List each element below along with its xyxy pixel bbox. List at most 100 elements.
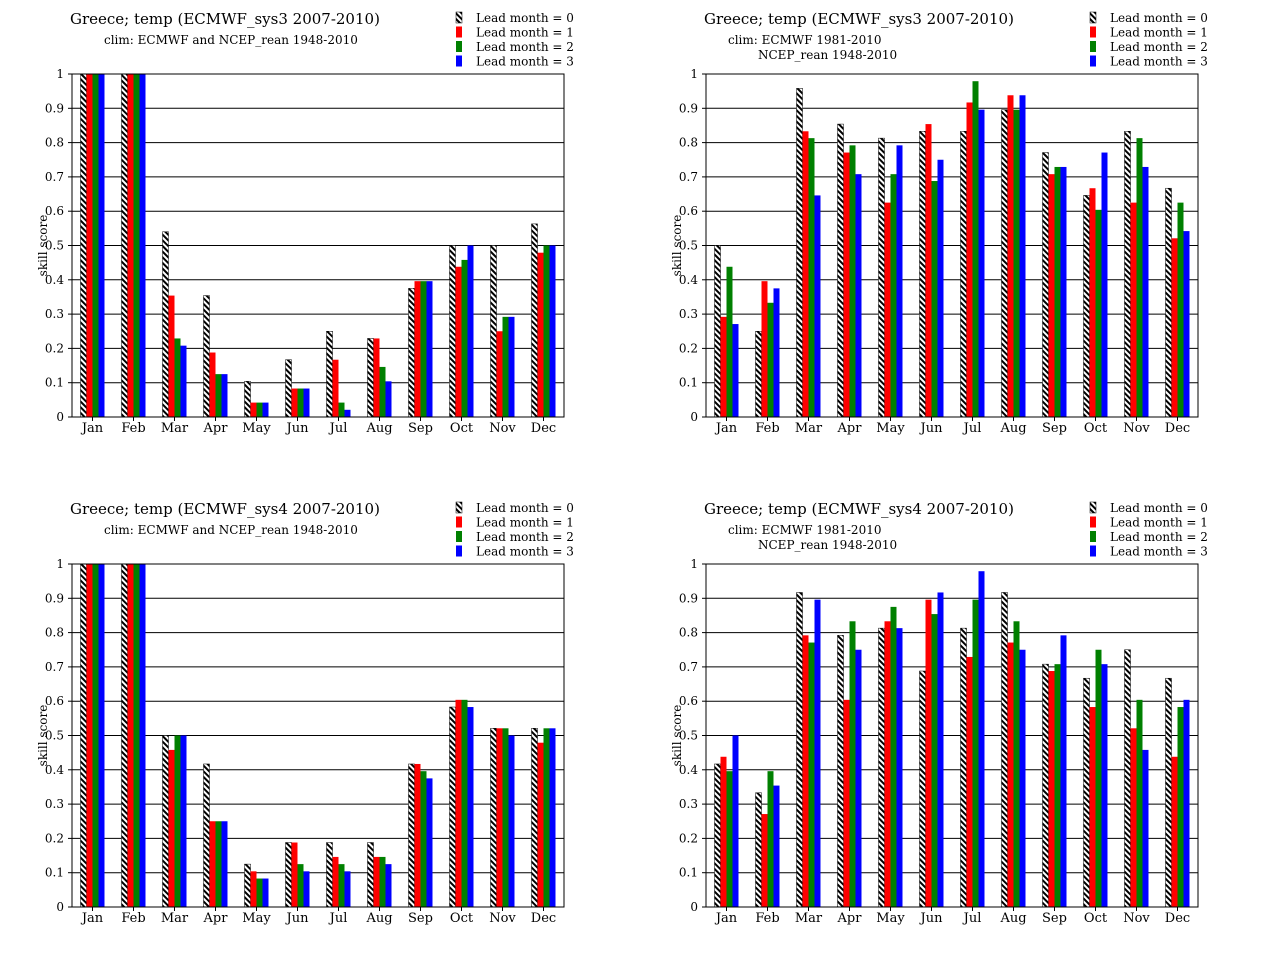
chart-title: Greece; temp (ECMWF_sys4 2007-2010) (70, 500, 380, 518)
y-tick-label: 0.1 (679, 376, 698, 390)
bar-lead2-sep (1054, 664, 1061, 907)
bar-lead2-jun (297, 864, 304, 907)
bar-lead0-jul (960, 627, 967, 908)
bar-lead2-jan (92, 564, 99, 907)
chart-svg: 0 0.1 0.2 0.3 0.4 0.5 0.6 0.7 0.8 0.9 1 Jan Feb Mar Ap… (36, 500, 574, 926)
x-tick-label: Feb (121, 911, 145, 926)
bar-lead1-jul (966, 656, 973, 907)
bar-lead0-jan (714, 245, 721, 418)
bar-lead2-jun (931, 181, 938, 417)
bar-lead1-jul (332, 856, 339, 907)
chart-subtitle: clim: ECMWF and NCEP_rean 1948-2010 (104, 33, 358, 47)
bar-lead1-apr (843, 152, 850, 417)
bar-lead1-dec (1171, 238, 1178, 417)
chart-title: Greece; temp (ECMWF_sys4 2007-2010) (704, 500, 1014, 518)
bar-lead0-dec (1165, 187, 1172, 418)
bar-lead0-oct (449, 245, 456, 418)
bar-lead2-jun (297, 388, 304, 417)
bar-lead3-oct (1101, 664, 1108, 907)
bar-lead3-aug (1019, 649, 1026, 907)
x-tick-label: Dec (531, 911, 556, 926)
x-tick-label: Jun (919, 911, 944, 926)
y-tick-label: 0.6 (45, 204, 64, 218)
legend-label: Lead month = 0 (1110, 11, 1208, 25)
bar-lead1-jan (86, 564, 93, 907)
bar-lead2-sep (420, 771, 427, 907)
bar-lead0-mar (796, 88, 803, 418)
bar-lead0-sep (408, 288, 415, 418)
x-tick-label: Jun (285, 421, 310, 436)
bar-lead3-may (262, 402, 269, 417)
x-tick-label: Nov (489, 421, 516, 436)
legend-swatch-lead3 (456, 55, 462, 67)
chart-panel-bottom-right: 0 0.1 0.2 0.3 0.4 0.5 0.6 0.7 0.8 0.9 1 Jan Feb Mar Ap… (634, 490, 1268, 980)
bar-lead1-jan (720, 316, 727, 417)
chart-subtitle: NCEP_rean 1948-2010 (758, 538, 897, 552)
bar-lead3-nov (1142, 166, 1149, 417)
bar-lead3-jul (978, 571, 985, 907)
bar-lead1-nov (1130, 728, 1137, 907)
bar-lead3-jul (978, 109, 985, 417)
x-tick-label: Jul (962, 421, 982, 436)
chart-title: Greece; temp (ECMWF_sys3 2007-2010) (70, 10, 380, 28)
bar-lead1-oct (1089, 707, 1096, 907)
legend-swatch-lead2 (1090, 41, 1096, 52)
bar-lead2-jul (972, 81, 979, 417)
bar-lead1-mar (168, 749, 175, 907)
x-tick-label: Feb (755, 911, 779, 926)
bar-lead1-sep (1048, 174, 1055, 417)
bar-lead0-feb (121, 563, 128, 908)
bar-lead1-jul (332, 359, 339, 417)
bar-lead1-apr (843, 699, 850, 907)
bar-lead0-sep (1042, 663, 1049, 908)
bar-lead2-nov (502, 728, 509, 907)
bar-lead1-mar (802, 635, 809, 907)
x-tick-label: Oct (450, 421, 474, 436)
x-tick-label: Mar (161, 911, 189, 926)
y-tick-label: 0.7 (679, 660, 698, 674)
bar-lead2-may (256, 878, 263, 907)
bar-lead3-jun (937, 159, 944, 417)
bar-lead3-mar (814, 599, 821, 907)
bar-lead2-jun (931, 614, 938, 907)
y-axis-label: skill score (670, 705, 684, 767)
bar-lead0-nov (1124, 649, 1131, 908)
bar-lead3-mar (180, 735, 187, 907)
x-tick-label: Jun (919, 421, 944, 436)
bar-lead3-aug (385, 381, 392, 417)
legend-label: Lead month = 0 (1110, 501, 1208, 515)
bar-lead1-sep (414, 763, 421, 907)
bar-lead2-oct (1095, 649, 1102, 907)
bar-lead1-mar (802, 131, 809, 417)
bar-lead3-sep (426, 281, 433, 417)
bar-lead3-jan (98, 564, 105, 907)
bar-lead1-may (884, 202, 891, 417)
bar-lead0-aug (367, 842, 374, 908)
chart-svg: 0 0.1 0.2 0.3 0.4 0.5 0.6 0.7 0.8 0.9 1 Jan Feb Mar Ap… (670, 500, 1208, 926)
y-tick-label: 0.5 (679, 239, 698, 253)
bar-lead2-dec (1177, 707, 1184, 907)
y-axis-label: skill score (670, 215, 684, 277)
x-tick-label: Aug (999, 421, 1026, 436)
x-tick-label: Dec (1165, 421, 1190, 436)
bar-lead0-jun (285, 842, 292, 908)
bar-lead2-may (890, 606, 897, 907)
bar-lead0-jun (919, 670, 926, 908)
bar-lead2-feb (133, 74, 140, 417)
x-tick-label: Apr (837, 421, 863, 436)
bar-lead1-aug (1007, 95, 1014, 418)
bar-lead2-dec (543, 245, 550, 417)
bar-lead2-jan (92, 74, 99, 417)
bar-lead0-oct (1083, 677, 1090, 908)
legend-swatch-lead1 (456, 26, 462, 38)
chart-subtitle: clim: ECMWF and NCEP_rean 1948-2010 (104, 523, 358, 537)
bar-lead1-feb (127, 564, 134, 907)
bar-lead1-aug (373, 856, 380, 907)
bar-lead2-apr (849, 145, 856, 417)
bar-lead3-mar (180, 345, 187, 417)
bar-lead3-oct (467, 707, 474, 907)
legend-label: Lead month = 0 (476, 501, 574, 515)
bar-lead1-may (884, 621, 891, 907)
bar-lead2-jul (972, 599, 979, 907)
bar-lead3-jan (98, 74, 105, 417)
